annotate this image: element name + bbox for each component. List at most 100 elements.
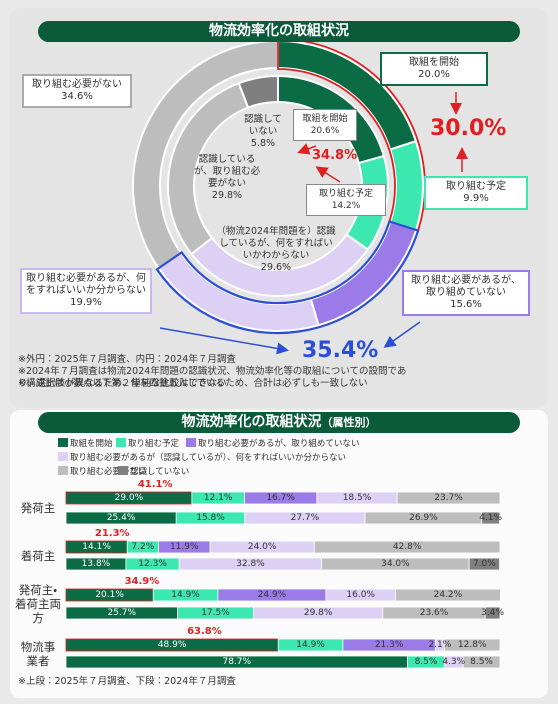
data-label: 32.8% <box>236 559 265 569</box>
note: ※外円：2025年７月調査、内円：2024年７月調査 <box>18 354 236 365</box>
data-label: 23.6% <box>419 608 449 618</box>
arrow <box>159 327 289 355</box>
note: ※上段：2025年７月調査、下段：2024年７月調査 <box>18 676 236 687</box>
data-label: 29.8% <box>303 608 333 618</box>
category-label: 発荷主 <box>20 501 56 515</box>
legend-item: 認識していない <box>118 466 189 478</box>
legend-label: 認識していない <box>130 467 190 477</box>
annotation: 30.0% <box>430 116 507 141</box>
data-label: 24.0% <box>247 542 277 552</box>
label-value: 29.8% <box>211 190 243 201</box>
data-label: 48.9% <box>157 640 187 650</box>
inner-label: 認識していない 5.8% <box>240 114 286 150</box>
legend-item: 取り組む必要があるが（認識しているが）、何をすればいいか分からない <box>58 452 346 464</box>
data-label: 3.4% <box>481 608 505 618</box>
label-value: 5.8% <box>250 138 276 149</box>
data-label: 8.5% <box>470 657 493 667</box>
data-label: 16.0% <box>346 590 375 600</box>
legend-swatch <box>58 466 68 475</box>
bar-segment <box>396 491 501 505</box>
inner-label: （物流2024年問題を）認識しているが、何をすればいいかわからない 29.6% <box>216 226 336 274</box>
data-label: 27.7% <box>290 513 320 523</box>
data-label: 14.9% <box>296 640 325 650</box>
category-label: 発荷主・着荷主両方 <box>15 583 61 625</box>
data-label: 4.3% <box>442 657 466 667</box>
label-name: 認識しているが、取り組む必要がない <box>193 154 261 189</box>
inner-label: 取り組む予定 14.2% <box>306 184 386 216</box>
label-name: 取り組む予定 <box>446 181 506 192</box>
data-label: 12.1% <box>203 493 233 503</box>
bar-segment <box>444 638 501 652</box>
data-label: 25.4% <box>106 513 136 523</box>
legend-swatch <box>116 438 126 447</box>
arrow <box>383 321 421 348</box>
inner-label: 認識しているが、取り組む必要がない 29.8% <box>192 154 262 202</box>
legend-label: 取組を開始 <box>70 439 113 449</box>
panel <box>10 410 548 698</box>
legend-item: 取組を開始 <box>58 438 113 450</box>
label-name: 取り組む必要があるが、何をすればいいか分からない <box>26 273 146 296</box>
label-name: 取組を開始 <box>409 57 459 68</box>
data-label: 24.2% <box>433 590 463 600</box>
highlight-outline <box>155 220 420 335</box>
label-name: 取り組む必要がない <box>32 79 122 90</box>
label-value: 15.6% <box>450 299 482 310</box>
legend-swatch <box>118 466 128 475</box>
data-label: 29.0% <box>114 493 144 503</box>
category-label: 着荷主 <box>20 548 56 563</box>
data-label: 8.5% <box>414 657 438 667</box>
legend-swatch <box>58 438 68 447</box>
inner-label: 取組を開始 20.6% <box>293 109 357 141</box>
legend-label: 取り組む必要があるが（認識しているが）、何をすればいいか分からない <box>70 453 346 463</box>
label-value: 34.6% <box>61 91 93 102</box>
label-name: 認識していない <box>244 114 282 137</box>
sum-label: 21.3% <box>94 528 130 539</box>
legend-item: 取り組む予定 <box>116 438 179 450</box>
data-label: 15.8% <box>196 513 225 523</box>
legend-item: 取り組む必要がない <box>58 466 147 478</box>
data-label: 14.9% <box>171 590 200 600</box>
data-label: 2.1% <box>428 640 452 650</box>
legend-swatch <box>186 438 196 447</box>
bar-segment <box>395 588 501 602</box>
legend-label: 取り組む予定 <box>128 439 180 449</box>
subtitle: （属性別） <box>321 416 377 429</box>
data-label: 17.5% <box>201 608 230 618</box>
category-label: 物流事業者 <box>20 639 56 668</box>
note: ※2024年７月調査は物流2024年問題の認識状況、物流効率化等の取組についての… <box>18 366 407 389</box>
label-value: 20.0% <box>418 69 450 80</box>
sum-label: 41.1% <box>137 479 173 490</box>
sum-label: 34.9% <box>124 576 160 587</box>
bar-segment <box>313 540 501 554</box>
data-label: 7.0% <box>472 559 496 569</box>
data-label: 13.8% <box>81 559 111 569</box>
data-label: 4.1% <box>479 513 503 523</box>
legend-label: 取り組む必要があるが、取り組めていない <box>198 439 360 449</box>
label-value: 14.2% <box>331 201 361 211</box>
arrow <box>297 143 317 155</box>
sum-label: 63.8% <box>187 626 222 637</box>
label-name: （物流2024年問題を）認識しているが、何をすればいいかわからない <box>216 226 336 261</box>
outer-label-box: 取り組む必要があるが、取り組めていない 15.6% <box>402 270 530 316</box>
outer-label-box: 取り組む予定 9.9% <box>424 176 528 210</box>
title-text: 物流効率化の取組状況 <box>181 414 322 430</box>
outer-label-box: 取り組む必要がない 34.6% <box>22 74 132 108</box>
bar-segment <box>484 606 501 620</box>
label-name: 取り組む必要があるが、取り組めていない <box>411 275 521 298</box>
data-label: 23.7% <box>434 493 463 503</box>
annotation: 35.4% <box>302 338 379 363</box>
label-value: 29.6% <box>260 262 292 273</box>
legend-label: 取り組む必要がない <box>70 467 147 477</box>
label-value: 9.9% <box>463 193 489 204</box>
label-value: 20.6% <box>310 126 340 136</box>
note: ※構成比は小数点以下第２位を四捨五入しているため、合計は必ずしも一致しない <box>18 378 368 389</box>
bar-segment <box>468 557 500 571</box>
annotation: 34.8% <box>312 148 358 163</box>
data-label: 14.1% <box>82 542 111 552</box>
data-label: 78.7% <box>222 657 252 667</box>
bar-segment <box>462 655 501 669</box>
data-label: 25.7% <box>107 608 137 618</box>
outer-label-box: 取組を開始 20.0% <box>380 52 488 86</box>
legend-swatch <box>58 452 68 461</box>
